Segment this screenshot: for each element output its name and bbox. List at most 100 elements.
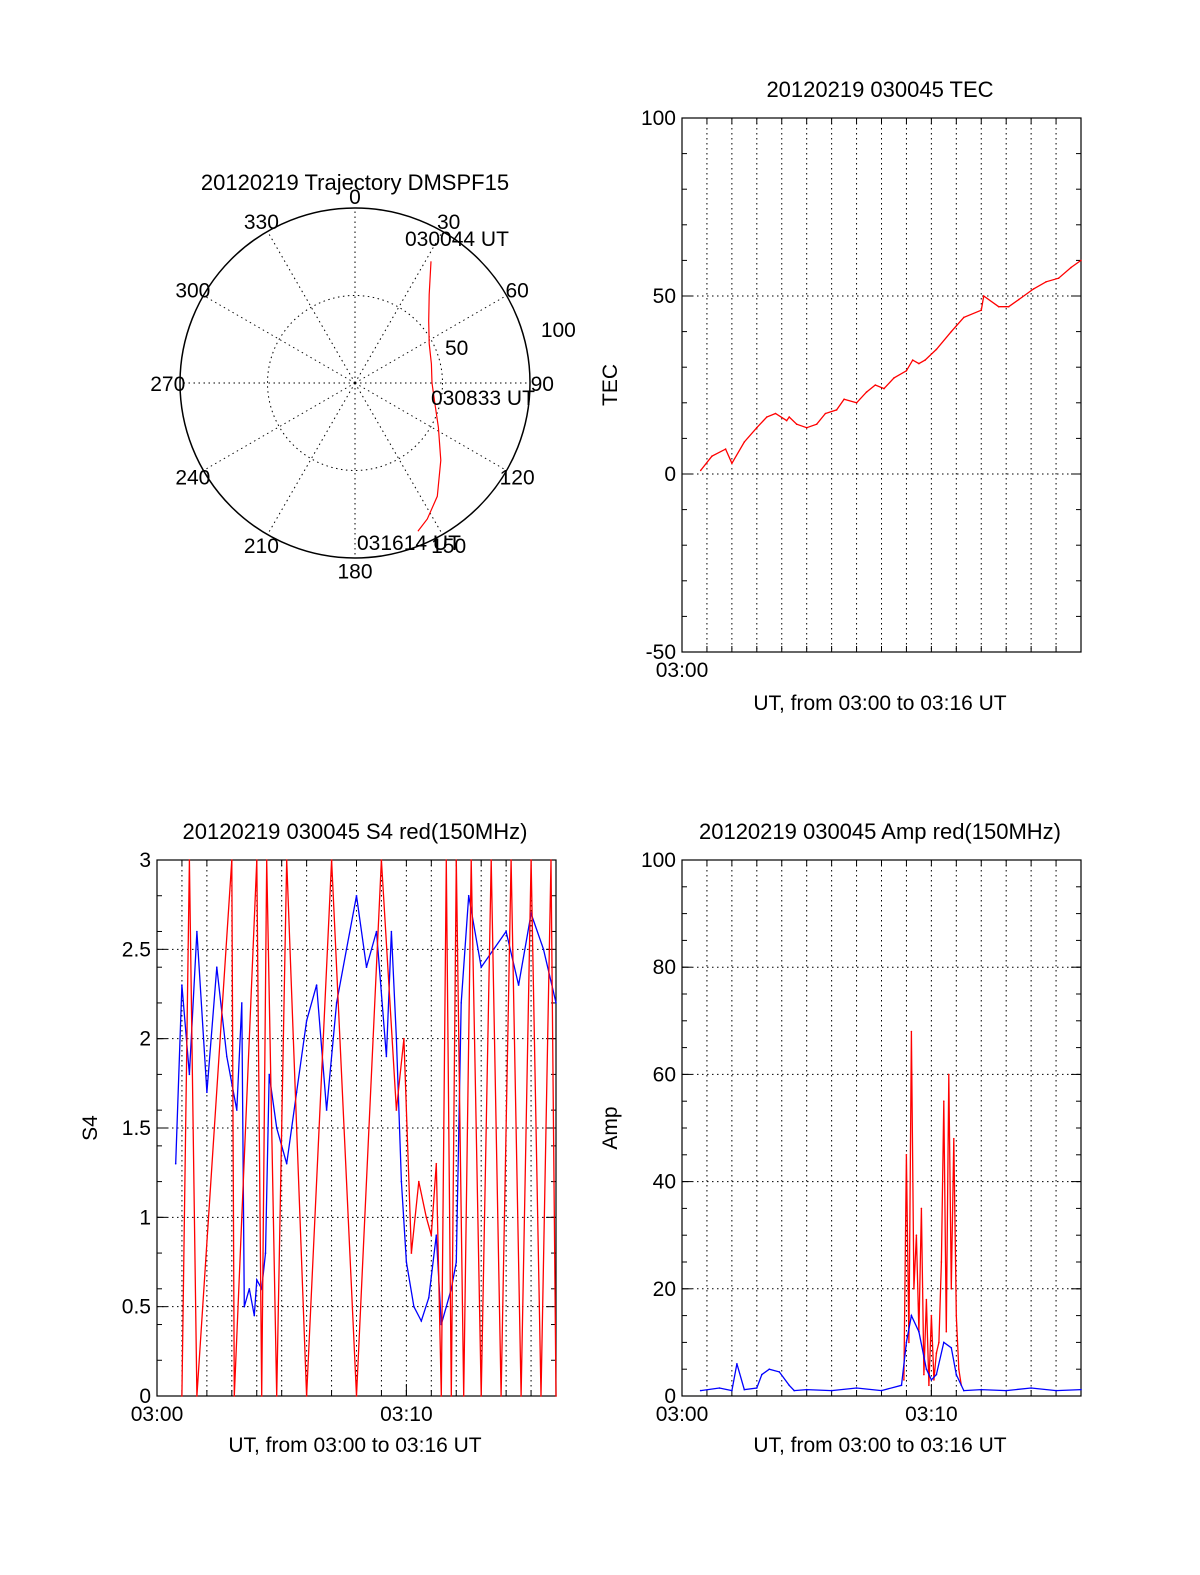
data-point: [963, 1389, 965, 1392]
amp-xlabel: UT, from 03:00 to 03:16 UT: [753, 1434, 1006, 1457]
data-point: [761, 1373, 763, 1376]
data-point: [450, 1395, 453, 1397]
s4-axes: 0 0.5 1 1.5 2 2.5 3 03:00 03:10: [122, 849, 557, 1426]
data-point: [774, 412, 777, 415]
data-point: [425, 1216, 428, 1219]
series-line-red: [181, 859, 557, 1397]
data-point: [768, 1368, 771, 1370]
y-tick-label: 100: [641, 107, 676, 130]
data-point: [430, 1234, 433, 1236]
tec-title: 20120219 030045 TEC: [766, 77, 993, 102]
polar-outer-circle: [179, 207, 531, 559]
y-tick-label: 3: [139, 849, 151, 872]
data-point: [736, 1363, 738, 1365]
x-tick-label: 03:00: [656, 1403, 709, 1426]
data-point: [390, 930, 393, 933]
data-point: [445, 1305, 448, 1308]
data-point: [355, 1395, 358, 1397]
data-point: [470, 859, 473, 861]
data-point: [275, 1395, 278, 1397]
data-point: [928, 1384, 930, 1387]
data-point: [420, 1320, 423, 1322]
data-point: [385, 1055, 388, 1058]
trajectory-line: [417, 261, 442, 532]
data-point: [248, 1288, 251, 1290]
data-point: [1045, 281, 1047, 283]
data-point: [325, 1109, 328, 1111]
data-point: [805, 1388, 808, 1391]
data-point: [874, 384, 877, 386]
data-point: [455, 1261, 458, 1263]
data-point: [908, 1341, 910, 1344]
data-point: [188, 1073, 191, 1076]
data-point: [440, 1395, 443, 1397]
data-point: [958, 1368, 960, 1370]
data-point: [255, 1279, 258, 1281]
data-point: [405, 1261, 408, 1263]
tec-xlabel: UT, from 03:00 to 03:16 UT: [753, 692, 1006, 715]
data-point: [935, 348, 938, 351]
y-tick-label: 20: [653, 1278, 676, 1301]
data-point: [930, 1379, 933, 1381]
data-point: [950, 1288, 953, 1290]
polar-spoke: [354, 382, 507, 471]
data-point: [711, 455, 713, 458]
data-point: [365, 966, 368, 968]
data-point: [948, 1073, 950, 1076]
amp-panel: 20120219 030045 Amp red(150MHz) UT, from…: [599, 819, 1082, 1457]
data-point: [510, 859, 512, 861]
y-tick-label: 60: [653, 1063, 676, 1086]
data-point: [788, 416, 790, 418]
series-line-blue: [700, 1313, 1082, 1392]
azimuth-label: 180: [337, 560, 372, 583]
y-tick-label: 50: [653, 285, 676, 308]
s4-series: [174, 859, 557, 1397]
annotation-mid-time: 030833 UT: [431, 387, 535, 410]
data-point: [455, 859, 458, 861]
data-point: [335, 1002, 338, 1004]
y-tick-label: 1.5: [122, 1117, 151, 1140]
data-point: [542, 948, 545, 951]
polar-inner-circle: [267, 295, 443, 471]
data-point: [260, 1395, 263, 1397]
data-point: [255, 859, 258, 861]
y-tick-label: 0: [664, 463, 676, 486]
data-point: [295, 1091, 298, 1094]
polar-spoke: [267, 231, 356, 384]
data-point: [181, 1395, 183, 1397]
data-point: [855, 402, 858, 404]
data-point: [174, 1162, 177, 1165]
data-point: [925, 1368, 928, 1370]
data-point: [905, 370, 908, 372]
data-point: [950, 330, 953, 333]
data-point: [785, 419, 788, 422]
x-tick-label: 03:00: [131, 1403, 184, 1426]
tec-series: [699, 259, 1082, 472]
data-point: [1005, 1389, 1007, 1392]
y-tick-label: 0: [664, 1385, 676, 1408]
data-point: [743, 1388, 746, 1391]
data-point: [1007, 305, 1010, 308]
data-point: [268, 1073, 271, 1076]
data-point: [963, 316, 965, 319]
data-point: [1055, 1389, 1057, 1392]
data-point: [918, 362, 920, 365]
data-point: [905, 1154, 908, 1156]
data-point: [731, 1389, 733, 1392]
data-point: [275, 1127, 278, 1129]
amp-title: 20120219 030045 Amp red(150MHz): [699, 819, 1061, 844]
data-point: [467, 894, 470, 897]
data-point: [505, 930, 507, 933]
polar-spoke: [354, 231, 443, 384]
data-point: [953, 1137, 955, 1140]
data-point: [903, 1379, 905, 1381]
data-point: [731, 462, 733, 465]
polar-spoke: [203, 295, 356, 384]
data-point: [940, 1261, 943, 1263]
data-point: [445, 859, 448, 861]
data-point: [910, 1314, 913, 1317]
data-point: [880, 1389, 883, 1392]
azimuth-label: 90: [531, 373, 554, 396]
data-point: [395, 1037, 398, 1040]
data-point: [1080, 1388, 1082, 1391]
